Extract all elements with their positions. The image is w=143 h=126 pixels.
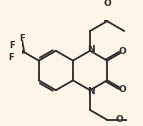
Text: F: F (19, 34, 25, 43)
Text: F: F (8, 53, 14, 62)
Text: O: O (103, 0, 111, 8)
Text: O: O (115, 115, 123, 124)
Text: O: O (118, 85, 126, 94)
Text: F: F (9, 41, 15, 50)
Text: O: O (118, 47, 126, 56)
Text: N: N (87, 87, 94, 96)
Text: N: N (87, 45, 94, 54)
